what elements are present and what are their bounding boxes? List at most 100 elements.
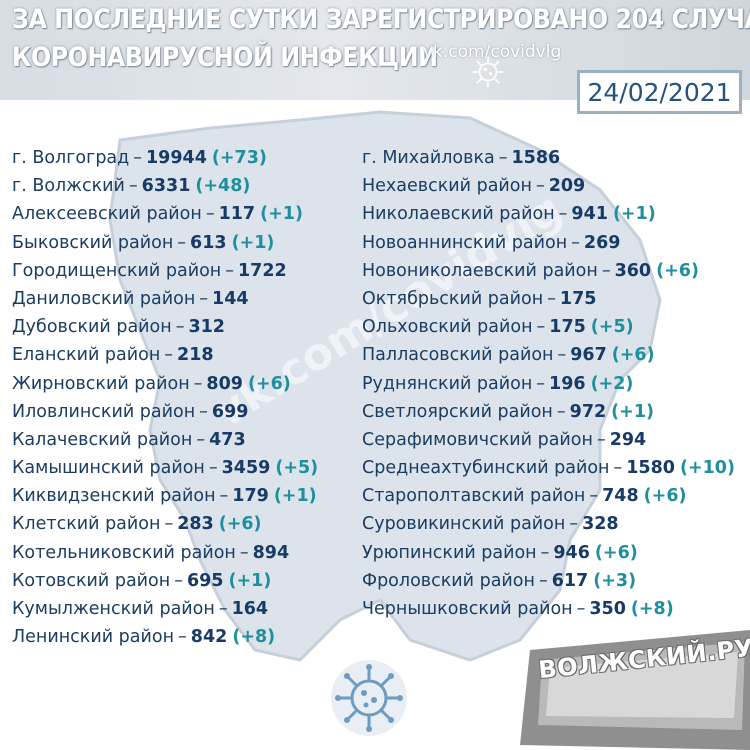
district-name: Урюпинский район xyxy=(362,542,537,563)
district-row: Руднянский район –196 (+2) xyxy=(362,370,735,398)
district-row: Городищенский район –1722 xyxy=(12,257,318,285)
case-count: 972 xyxy=(569,401,607,422)
case-count: 218 xyxy=(177,345,214,366)
separator-dash: – xyxy=(164,514,174,535)
district-name: Суровикинский район xyxy=(362,514,566,535)
daily-increase: (+2) xyxy=(590,373,634,394)
district-name: Кумылженский район xyxy=(12,599,215,619)
daily-increase: (+5) xyxy=(590,317,634,338)
district-name: Клетский район xyxy=(12,514,161,535)
district-row: Ленинский район –842 (+8) xyxy=(12,623,318,651)
separator-dash: – xyxy=(556,401,566,422)
district-name: Новониколаевский район xyxy=(362,260,598,281)
date-badge: 24/02/2021 xyxy=(577,70,742,114)
district-row: г. Михайловка –1586 xyxy=(362,144,735,172)
district-row: Серафимовичский район –294 xyxy=(362,426,735,454)
case-count: 294 xyxy=(609,429,647,450)
daily-increase: (+1) xyxy=(260,204,303,225)
separator-dash: – xyxy=(571,232,580,253)
district-row: Фроловский район –617 (+3) xyxy=(362,567,735,595)
district-row: Быковский район –613 (+1) xyxy=(12,229,318,257)
case-count: 809 xyxy=(206,373,243,394)
map-fill xyxy=(108,110,662,662)
district-name: Руднянский район xyxy=(362,373,533,394)
daily-increase: (+1) xyxy=(612,204,656,225)
district-row: Суровикинский район –328 xyxy=(362,510,735,538)
district-row: Светлоярский район –972 (+1) xyxy=(362,398,735,426)
case-count: 360 xyxy=(614,260,652,281)
district-name: Котовский район xyxy=(12,570,171,591)
district-name: Новоаннинский район xyxy=(362,232,568,253)
separator-dash: – xyxy=(174,570,183,591)
district-name: Чернышковский район xyxy=(362,599,573,619)
separator-dash: – xyxy=(498,148,508,168)
daily-increase: (+48) xyxy=(195,176,251,197)
district-row: Нехаевский район –209 xyxy=(362,172,735,200)
district-row: Старополтавский район –748 (+6) xyxy=(362,482,735,510)
daily-increase: (+1) xyxy=(231,232,275,253)
separator-dash: – xyxy=(601,260,611,281)
separator-dash: – xyxy=(177,232,187,253)
vk-link[interactable]: vk.com/covidvlg xyxy=(423,42,562,62)
case-count: 179 xyxy=(232,486,269,507)
separator-dash: – xyxy=(178,627,187,648)
district-row: Камышинский район –3459 (+5) xyxy=(12,454,318,482)
case-count: 748 xyxy=(602,486,639,507)
district-row: Жирновский район –809 (+6) xyxy=(12,370,318,398)
case-count: 117 xyxy=(218,204,256,225)
case-count: 144 xyxy=(212,288,249,309)
daily-increase: (+6) xyxy=(611,345,655,366)
separator-dash: – xyxy=(576,599,586,619)
district-name: Еланский район xyxy=(12,345,161,366)
case-count: 350 xyxy=(589,599,626,619)
case-count: 842 xyxy=(190,627,228,648)
district-row: Клетский район –283 (+6) xyxy=(12,510,318,538)
separator-dash: – xyxy=(164,345,174,366)
daily-increase: (+73) xyxy=(211,148,267,168)
daily-increase: (+8) xyxy=(232,627,276,648)
left-district-list: г. Волгоград –19944 (+73) г. Волжский –6331(… xyxy=(12,144,318,651)
virus-icon xyxy=(472,56,504,88)
separator-dash: – xyxy=(536,373,546,394)
district-name: Ольховский район xyxy=(362,317,533,338)
case-count: 967 xyxy=(570,345,607,366)
right-district-list: г. Михайловка –1586 Нехаевский район –209 Ни… xyxy=(362,144,735,623)
district-row: Калачевский район –473 xyxy=(12,426,318,454)
daily-increase: (+6) xyxy=(218,514,262,535)
separator-dash: – xyxy=(225,260,234,281)
case-count: 473 xyxy=(209,429,246,450)
district-name: Иловлинский район xyxy=(12,401,196,422)
case-count: 175 xyxy=(549,317,586,338)
separator-dash: – xyxy=(128,176,138,197)
page-title-line-2: КОРОНАВИРУСНОЙ ИНФЕКЦИИ xyxy=(12,42,438,73)
district-name: Калачевский район xyxy=(12,429,193,450)
daily-increase: (+1) xyxy=(611,401,655,422)
separator-dash: – xyxy=(219,486,229,507)
separator-dash: – xyxy=(613,458,623,479)
separator-dash: – xyxy=(589,486,599,507)
district-name: Камышинский район xyxy=(12,458,205,479)
district-name: Ленинский район xyxy=(12,627,175,648)
case-count: 613 xyxy=(190,232,227,253)
district-name: г. Михайловка xyxy=(362,148,495,168)
district-name: г. Волжский xyxy=(12,176,125,197)
case-count: 1722 xyxy=(237,260,287,281)
separator-dash: – xyxy=(133,148,142,168)
case-count: 164 xyxy=(231,599,269,619)
district-row: г. Волгоград –19944 (+73) xyxy=(12,144,318,172)
daily-increase: (+1) xyxy=(228,570,272,591)
case-count: 19944 xyxy=(146,148,207,168)
separator-dash: – xyxy=(535,176,545,197)
separator-dash: – xyxy=(538,570,548,591)
district-name: Киквидзенский район xyxy=(12,486,216,507)
separator-dash: – xyxy=(196,429,206,450)
district-row: Новониколаевский район –360 (+6) xyxy=(362,257,735,285)
case-count: 617 xyxy=(551,570,589,591)
district-row: Киквидзенский район –179 (+1) xyxy=(12,482,318,510)
daily-increase: (+6) xyxy=(247,373,291,394)
case-count: 1580 xyxy=(626,458,675,479)
virus-icon xyxy=(331,660,407,736)
district-name: Алексеевский район xyxy=(12,204,202,225)
daily-increase: (+6) xyxy=(643,486,687,507)
